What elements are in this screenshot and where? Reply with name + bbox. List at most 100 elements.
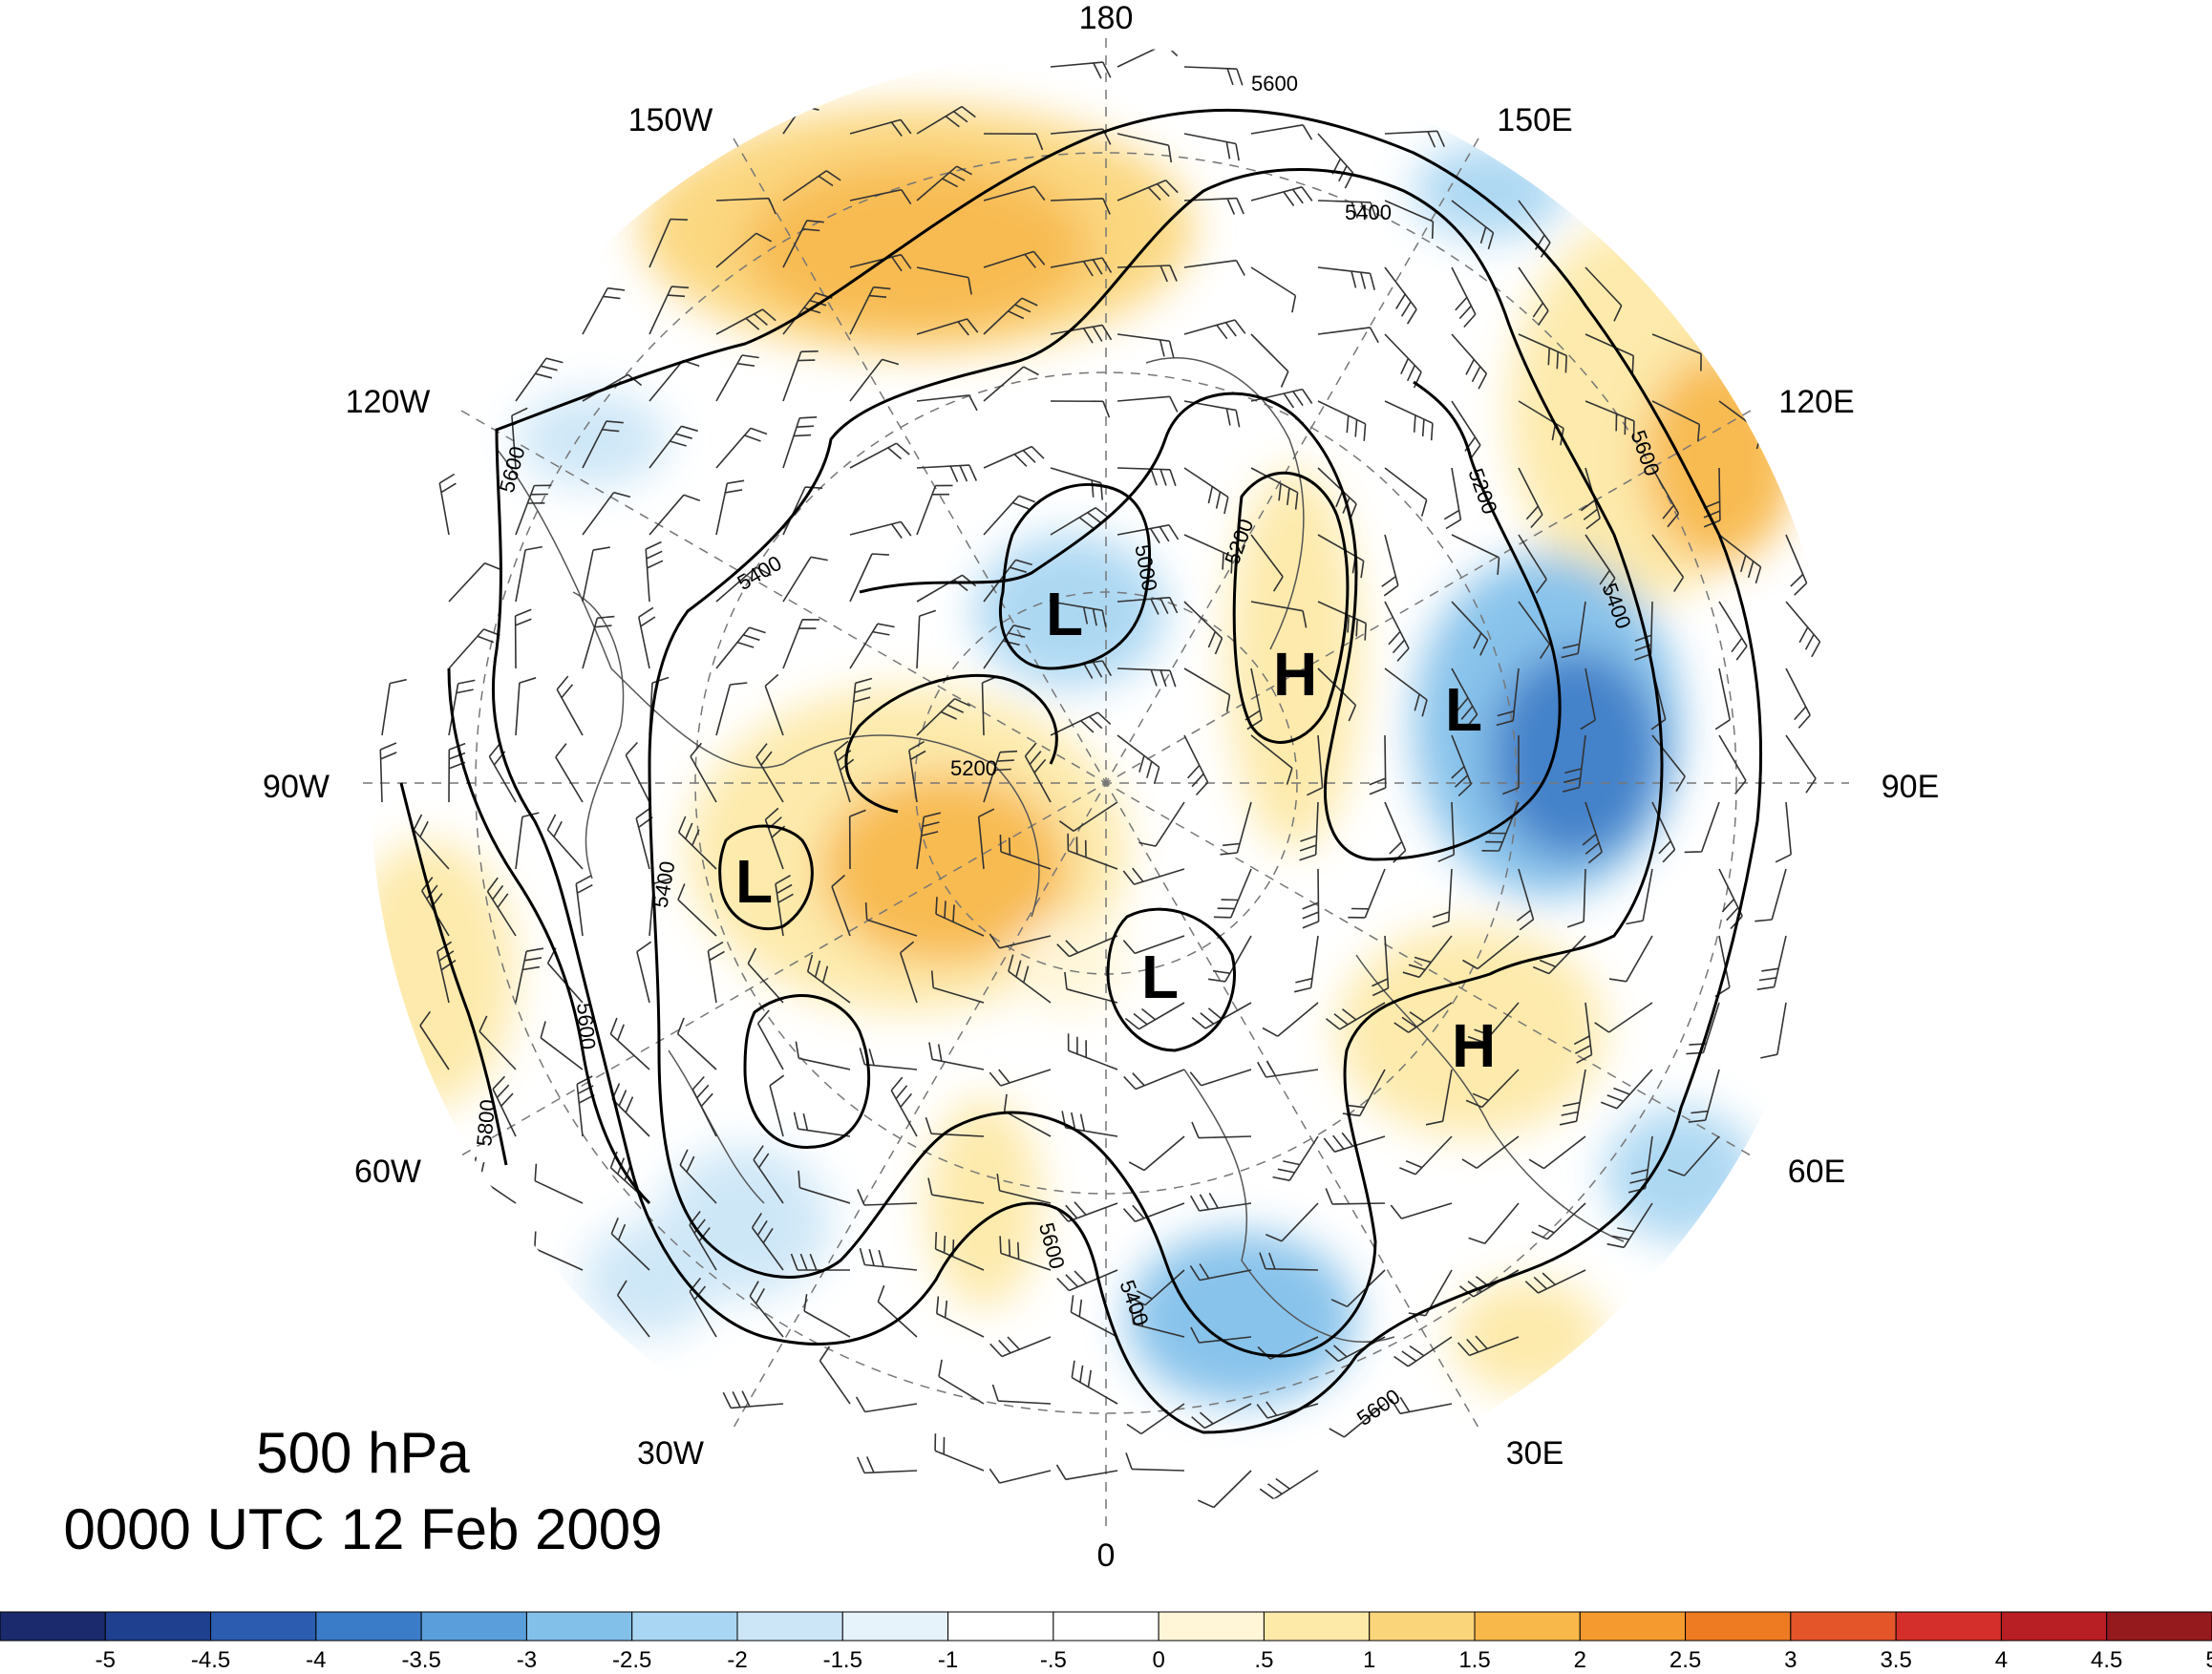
wind-barb — [764, 807, 786, 870]
wind-barb — [677, 816, 717, 870]
wind-barb — [610, 1217, 650, 1271]
wind-barb — [514, 608, 532, 669]
wind-barb — [782, 170, 841, 201]
wind-barb — [1008, 954, 1052, 1004]
wind-barb — [983, 366, 1039, 402]
wind-barb — [1122, 935, 1185, 955]
wind-barb — [645, 540, 664, 603]
wind-barb — [1123, 1069, 1185, 1091]
wind-barb — [983, 625, 1032, 669]
contour-5600-outer — [491, 108, 1763, 1434]
wind-barb — [1183, 259, 1245, 276]
wind-barb — [849, 623, 895, 669]
wind-barb — [1608, 935, 1653, 983]
wind-barb — [1468, 1202, 1520, 1244]
wind-barb — [1250, 266, 1297, 313]
wind-barb — [649, 218, 688, 268]
contour-label: 5600 — [572, 1002, 600, 1050]
wind-barb — [989, 933, 1052, 949]
colorbar-tick-label: -.5 — [1040, 1647, 1067, 1673]
wind-barb — [582, 286, 626, 335]
wind-barb — [1399, 1135, 1453, 1176]
wind-barb — [515, 545, 542, 603]
colorbar-tick-label: -2.5 — [612, 1647, 651, 1673]
colorbar-swatch — [841, 1611, 949, 1642]
longitude-label-0: 0 — [1097, 1537, 1116, 1574]
wind-barb — [1718, 534, 1762, 584]
colorbar-tick-label: -3 — [517, 1647, 537, 1673]
wind-barb — [1348, 868, 1386, 919]
wind-barb — [1250, 601, 1308, 628]
wind-barb — [916, 609, 937, 669]
wind-barb — [1600, 1069, 1653, 1110]
wind-barb — [782, 220, 824, 268]
longitude-label-60w: 60W — [354, 1154, 421, 1190]
wind-barb — [1384, 601, 1410, 662]
colorbar-swatch — [1263, 1611, 1371, 1642]
wind-barb — [546, 814, 584, 870]
colorbar-swatch — [947, 1611, 1054, 1642]
wind-barb — [1024, 742, 1052, 803]
wind-barb — [448, 562, 501, 603]
wind-barb — [916, 484, 953, 536]
wind-barb — [676, 1017, 717, 1070]
wind-barb — [991, 1384, 1052, 1405]
wind-barb — [916, 266, 972, 295]
wind-barb — [534, 1163, 584, 1204]
wind-barb — [983, 185, 1046, 201]
wind-barb — [677, 883, 717, 937]
map-title: 500 hPa 0000 UTC 12 Feb 2009 — [63, 1421, 662, 1561]
pressure-center-layer: L H L L L H — [735, 580, 1496, 1080]
wind-barb — [782, 292, 833, 335]
wind-barb — [782, 416, 818, 469]
wind-barb — [1191, 1002, 1252, 1029]
wind-barb — [764, 673, 784, 736]
wind-barb — [1317, 133, 1354, 189]
low-center-marker: L — [1445, 675, 1482, 744]
wind-barb — [1326, 1002, 1386, 1030]
contour-low-central — [1106, 907, 1236, 1052]
wind-barb — [849, 358, 900, 402]
wind-barb — [576, 1075, 595, 1137]
wind-barb — [1259, 1470, 1319, 1500]
wind-barb — [1651, 801, 1676, 863]
wind-barb — [1064, 971, 1118, 1004]
wind-barb — [1451, 534, 1500, 575]
wind-barb — [1317, 400, 1367, 441]
wind-barb — [1451, 200, 1495, 250]
colorbar-tick-label: -4 — [306, 1647, 326, 1673]
wind-barb — [582, 491, 631, 536]
wind-barb — [419, 1010, 450, 1070]
wind-barb — [795, 1041, 851, 1070]
wind-barb — [1531, 1202, 1586, 1240]
wind-barb — [1117, 395, 1179, 413]
longitude-label-60e: 60E — [1788, 1154, 1846, 1190]
wind-barb — [1451, 333, 1488, 390]
wind-barb — [1384, 467, 1428, 517]
wind-barb — [715, 354, 759, 402]
colorbar-tick-label: 4.5 — [2091, 1647, 2122, 1673]
wind-barb — [1785, 601, 1821, 658]
wind-barb — [1124, 1002, 1185, 1030]
wind-barb — [1050, 198, 1111, 215]
wind-barb — [983, 445, 1045, 469]
wind-barb — [1384, 200, 1435, 240]
wind-barb — [1117, 734, 1160, 784]
wind-barb — [649, 494, 701, 536]
wind-barb — [1207, 935, 1252, 983]
wind-barb — [1384, 333, 1422, 389]
colorbar-tick-label: 2.5 — [1670, 1647, 1701, 1673]
wind-barb — [448, 679, 476, 736]
wind-barb — [1317, 327, 1379, 344]
wind-barb — [936, 1296, 985, 1338]
wind-barb — [715, 232, 773, 268]
wind-barb — [1561, 601, 1586, 659]
contour-label: 5200 — [950, 756, 997, 780]
valid-time-title: 0000 UTC 12 Feb 2009 — [63, 1497, 662, 1561]
wind-barb — [1189, 1263, 1252, 1282]
wind-barb — [1457, 1335, 1520, 1357]
wind-barb — [849, 253, 912, 272]
wind-barb — [1785, 534, 1808, 596]
colorbar-swatch — [1685, 1611, 1792, 1642]
wind-barb — [1585, 333, 1634, 373]
